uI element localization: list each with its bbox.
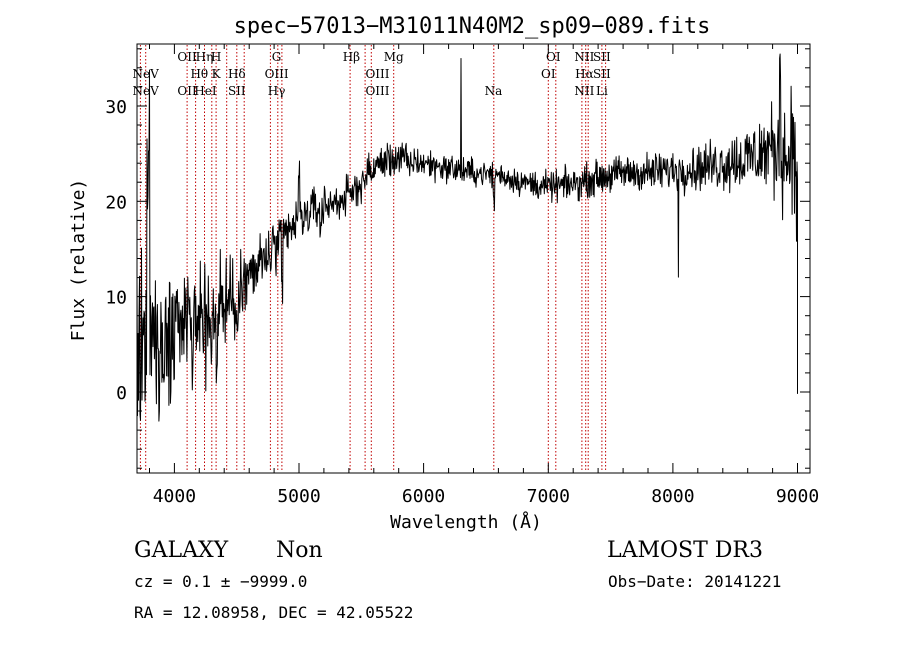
marker-label: G [272, 50, 282, 64]
object-subclass: Non [276, 538, 323, 563]
x-tick-label: 5000 [277, 486, 320, 507]
marker-label: Li [596, 84, 608, 98]
line-markers [139, 45, 607, 472]
marker-label: K [212, 67, 222, 81]
marker-label: OII [177, 50, 197, 64]
y-axis-label: Flux (relative) [68, 179, 89, 342]
y-tick-label: 20 [105, 192, 127, 213]
survey-name: LAMOST DR3 [607, 538, 763, 563]
marker-label: Hθ [190, 67, 208, 81]
marker-label: NII [574, 84, 594, 98]
y-axis-ticks: 0 10 20 30 [105, 48, 810, 469]
marker-label: NeV [133, 84, 160, 98]
obs-date: Obs−Date: 20141221 [608, 572, 782, 591]
y-tick-label: 10 [105, 288, 127, 309]
marker-label: OI [541, 67, 556, 81]
marker-label: OIII [365, 84, 389, 98]
object-class: GALAXY [134, 538, 229, 563]
marker-label: NeV [133, 67, 160, 81]
x-axis-label: Wavelength (Å) [390, 511, 542, 533]
x-tick-label: 9000 [776, 486, 819, 507]
y-tick-label: 30 [105, 97, 127, 118]
y-tick-label: 0 [116, 383, 127, 404]
x-tick-label: 8000 [651, 486, 694, 507]
chart-title: spec−57013−M31011N40M2_sp09−089.fits [234, 14, 711, 39]
coordinates: RA = 12.08958, DEC = 42.05522 [134, 603, 414, 622]
marker-label: Hγ [268, 84, 286, 98]
marker-label: Hα [575, 67, 594, 81]
marker-label: Hβ [343, 50, 360, 64]
plot-frame [136, 43, 811, 474]
redshift-readout: cz = 0.1 ± −9999.0 [134, 572, 308, 591]
marker-label: Mg [384, 50, 404, 64]
line-marker-labels: NeV NeV OII OII Hθ Hη HeI HK Hδ SII G OIII Hγ Hβ OIII O… [133, 50, 611, 98]
marker-label: NII [574, 50, 594, 64]
x-axis-ticks: 4000 5000 6000 7000 8000 9000 [149, 44, 819, 507]
marker-label: OII [177, 84, 197, 98]
marker-label: OI [546, 50, 561, 64]
marker-label: SII [593, 50, 611, 64]
x-tick-label: 6000 [402, 486, 445, 507]
x-tick-label: 7000 [527, 486, 570, 507]
spectrum-line [136, 53, 798, 422]
marker-label: SII [593, 67, 611, 81]
marker-label: Na [485, 84, 503, 98]
marker-label: H [211, 50, 221, 64]
marker-label: Hδ [228, 67, 246, 81]
marker-label: OIII [365, 67, 389, 81]
marker-label: OIII [265, 67, 289, 81]
marker-label: SII [228, 84, 246, 98]
marker-label: Hη [196, 50, 214, 64]
marker-label: HeI [194, 84, 217, 98]
x-tick-label: 4000 [153, 486, 196, 507]
